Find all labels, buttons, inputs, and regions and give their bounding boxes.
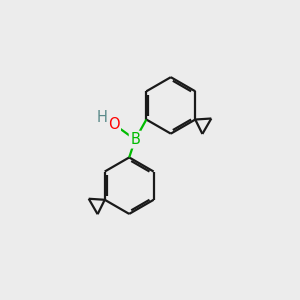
Text: H: H <box>97 110 108 125</box>
Text: O: O <box>108 117 120 132</box>
Text: B: B <box>130 132 140 147</box>
